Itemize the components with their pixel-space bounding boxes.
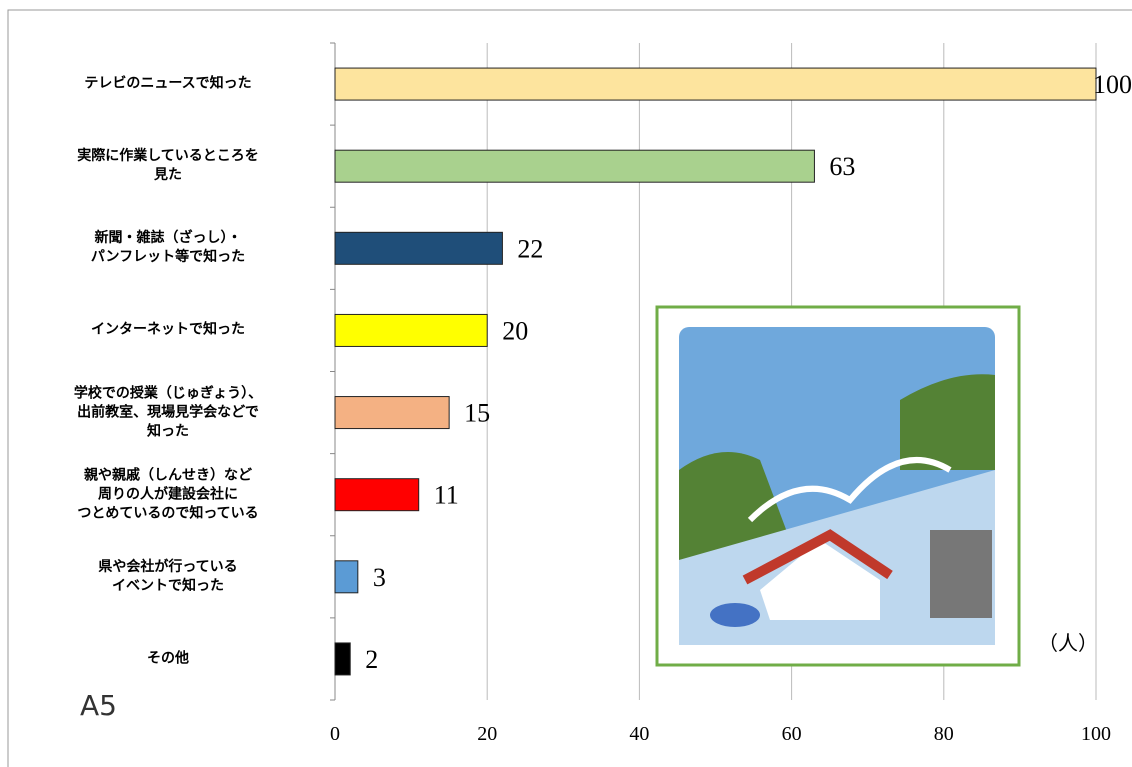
bar [334, 642, 351, 676]
bar [334, 560, 359, 594]
category-label: 県や会社が行っている イベントで知った [98, 558, 238, 594]
bar [334, 478, 420, 512]
x-tick-label: 20 [477, 723, 497, 745]
x-tick-label: 100 [1081, 723, 1111, 745]
unit-label: （人） [1038, 632, 1098, 655]
value-label: 2 [365, 645, 378, 674]
x-tick-label: 0 [330, 723, 340, 745]
category-label: テレビのニュースで知った [84, 75, 252, 92]
category-label: 新聞・雑誌（ざっし）・ パンフレット等で知った [90, 230, 246, 266]
value-label: 20 [502, 316, 528, 345]
x-tick-label: 80 [934, 723, 954, 745]
bar [334, 67, 1097, 101]
category-label: 学校での授業（じゅぎょう）、 出前教室、現場見学会などで 知った [73, 385, 263, 440]
value-label: 63 [829, 152, 855, 181]
value-label: 15 [464, 399, 490, 428]
category-label: 実際に作業しているところを 見た [77, 148, 259, 184]
value-label: 3 [373, 563, 386, 592]
category-label: インターネットで知った [91, 321, 245, 338]
value-label: 11 [434, 481, 459, 510]
bar [334, 396, 450, 430]
annotation: A5 [80, 689, 117, 722]
value-label: 22 [517, 234, 543, 263]
category-label: その他 [147, 650, 189, 667]
bar [334, 149, 815, 183]
bar [334, 313, 488, 347]
category-label: 親や親戚（しんせき）など 周りの人が建設会社に つとめているので知っている [77, 467, 259, 522]
bar [334, 231, 503, 265]
frame [7, 9, 1132, 767]
x-tick-label: 40 [629, 723, 649, 745]
value-label: 100 [1093, 70, 1132, 99]
illustration [655, 305, 1021, 667]
x-tick-label: 60 [782, 723, 802, 745]
